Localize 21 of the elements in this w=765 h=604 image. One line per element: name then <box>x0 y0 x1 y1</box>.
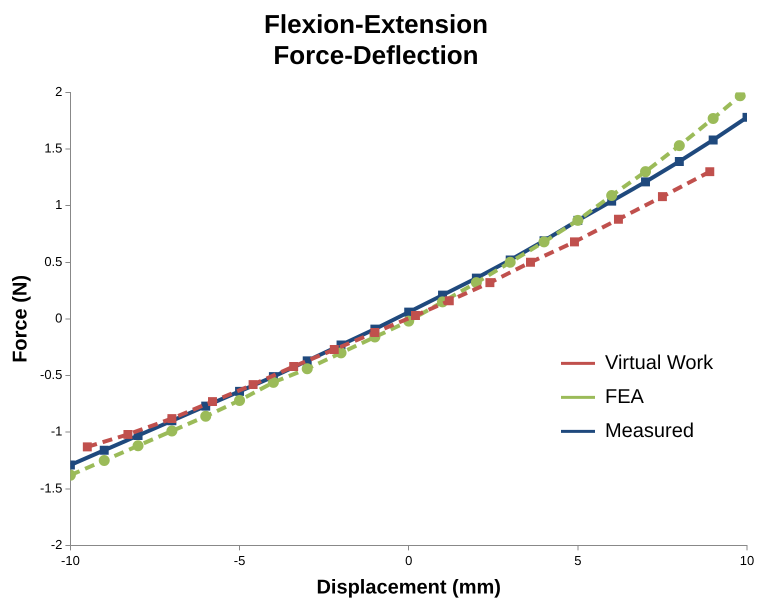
y-tick-label: -0.5 <box>40 367 62 382</box>
y-tick-label: 1.5 <box>44 140 62 156</box>
y-tick-label: 0 <box>55 310 62 326</box>
y-axis-title: Force (N) <box>10 275 32 363</box>
y-tick-label: 2 <box>55 84 62 99</box>
y-tick-label: -2 <box>50 536 62 552</box>
text: Flexion-Extension <box>264 8 488 39</box>
y-tick-label: -1 <box>50 424 62 439</box>
y-tick-label: -1.5 <box>40 480 62 496</box>
x-tick-label: 10 <box>740 552 754 568</box>
x-tick-label: 5 <box>574 552 582 568</box>
x-axis-title: Displacement (mm) <box>316 576 501 599</box>
legend-label: Measured <box>605 420 694 442</box>
x-tick-label: -10 <box>61 552 80 568</box>
y-tick-label: 0.5 <box>44 254 62 269</box>
legend-label: Virtual Work <box>605 352 714 374</box>
x-tick-label: 0 <box>405 552 412 568</box>
text: Force-Deflection <box>273 40 479 70</box>
x-tick-label: -5 <box>234 552 246 568</box>
legend-label: FEA <box>605 386 645 408</box>
y-tick-label: 1 <box>55 197 62 212</box>
